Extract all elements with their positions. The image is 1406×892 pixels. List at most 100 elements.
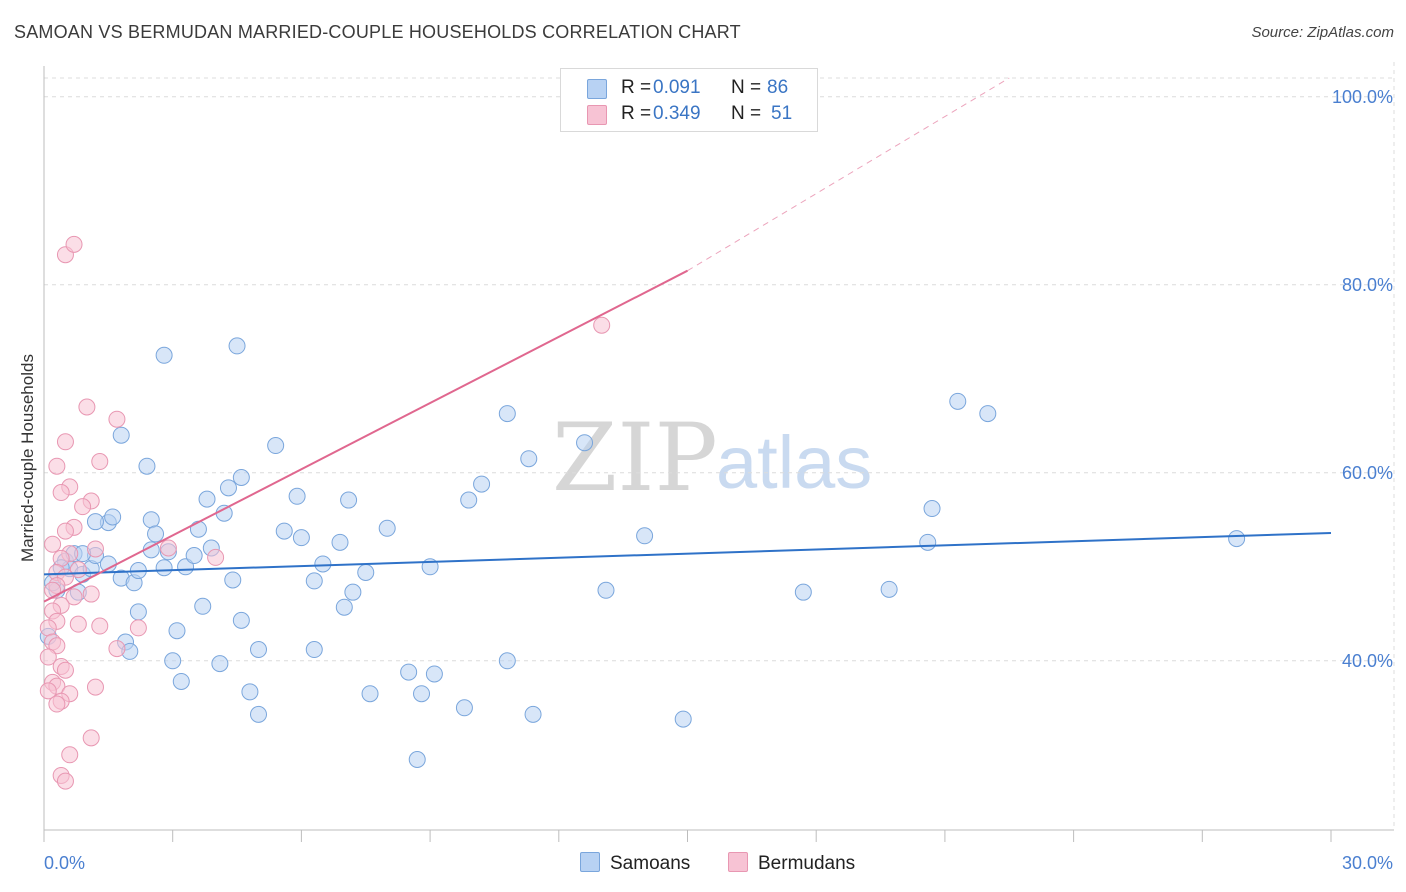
x-tick-label: 0.0% — [44, 853, 85, 873]
bottom-legend-swatch-bermudans — [728, 852, 748, 872]
watermark-atlas: atlas — [716, 421, 872, 504]
point-bermudans — [74, 498, 92, 516]
trend-line-samoans — [43, 531, 1332, 576]
point-samoans — [498, 652, 516, 670]
legend-n-value: 51 — [771, 103, 793, 124]
point-samoans — [498, 405, 516, 423]
point-bermudans — [44, 581, 62, 599]
point-samoans — [168, 622, 186, 640]
point-samoans — [232, 611, 250, 629]
point-samoans — [305, 641, 323, 659]
point-bermudans — [52, 484, 70, 502]
point-samoans — [880, 580, 898, 598]
point-bermudans — [159, 539, 177, 557]
point-bermudans — [39, 648, 57, 666]
point-samoans — [228, 337, 246, 355]
point-samoans — [378, 519, 396, 537]
point-samoans — [636, 527, 654, 545]
point-samoans — [189, 520, 207, 538]
point-bermudans — [593, 316, 611, 334]
legend-r-value: 0.349 — [653, 103, 701, 124]
point-samoans — [305, 572, 323, 590]
x-tick-label: 30.0% — [1342, 853, 1393, 873]
legend-n-label: N = — [731, 103, 762, 124]
point-samoans — [597, 581, 615, 599]
legend-swatch-samoans — [587, 79, 607, 99]
point-samoans — [288, 487, 306, 505]
point-bermudans — [69, 615, 87, 633]
point-samoans — [919, 533, 937, 551]
point-samoans — [198, 490, 216, 508]
point-samoans — [520, 450, 538, 468]
point-samoans — [142, 511, 160, 529]
point-bermudans — [48, 637, 66, 655]
source-label: Source: ZipAtlas.com — [1251, 24, 1394, 41]
point-bermudans — [65, 235, 83, 253]
legend-row-samoans: R = 0.091 N = 86 — [561, 77, 817, 101]
point-samoans — [674, 710, 692, 728]
point-samoans — [979, 405, 997, 423]
point-samoans — [576, 434, 594, 452]
point-samoans — [155, 559, 173, 577]
point-samoans — [455, 699, 473, 717]
point-samoans — [524, 705, 542, 723]
point-bermudans — [48, 457, 66, 475]
bottom-legend-bermudans: Bermudans — [728, 852, 855, 875]
point-samoans — [357, 563, 375, 581]
legend-n-label: N = — [731, 77, 762, 98]
legend-r-value: 0.091 — [653, 77, 701, 98]
legend-r-label: R = — [621, 103, 652, 124]
legend-swatch-bermudans — [587, 105, 607, 125]
point-samoans — [219, 479, 237, 497]
legend-r-label: R = — [621, 77, 652, 98]
point-bermudans — [56, 522, 74, 540]
point-samoans — [112, 426, 130, 444]
tick-labels: 40.0% 60.0% 80.0% 100.0% 0.0% 30.0% — [44, 87, 1393, 873]
point-bermudans — [82, 585, 100, 603]
point-bermudans — [86, 540, 104, 558]
legend-row-bermudans: R = 0.349 N = 51 — [561, 103, 817, 127]
point-bermudans — [39, 682, 57, 700]
legend-box: R = 0.091 N = 86 R = 0.349 N = 51 — [560, 68, 818, 132]
point-samoans — [104, 508, 122, 526]
point-samoans — [314, 555, 332, 573]
point-samoans — [86, 513, 104, 531]
point-samoans — [250, 641, 267, 659]
point-bermudans — [108, 640, 126, 658]
y-tick-label: 60.0% — [1342, 463, 1393, 483]
point-samoans — [425, 665, 443, 683]
y-tick-label: 100.0% — [1332, 87, 1393, 107]
trend-lines — [43, 77, 1332, 603]
point-samoans — [215, 504, 233, 522]
point-samoans — [138, 457, 156, 475]
watermark-zip: ZIP — [552, 404, 718, 513]
point-samoans — [331, 533, 349, 551]
point-bermudans — [82, 729, 100, 747]
point-bermudans — [207, 548, 225, 566]
point-samoans — [460, 491, 478, 509]
point-samoans — [344, 583, 362, 601]
chart-title: SAMOAN VS BERMUDAN MARRIED-COUPLE HOUSEH… — [14, 22, 741, 42]
point-bermudans — [108, 410, 126, 428]
point-samoans — [185, 547, 203, 565]
data-points — [39, 235, 1246, 790]
point-samoans — [340, 491, 358, 509]
point-bermudans — [56, 772, 74, 790]
point-bermudans — [91, 617, 109, 635]
point-samoans — [211, 655, 229, 673]
point-samoans — [250, 705, 267, 723]
point-samoans — [232, 469, 250, 486]
point-bermudans — [52, 549, 70, 567]
point-samoans — [473, 475, 491, 493]
point-samoans — [129, 603, 147, 621]
point-bermudans — [44, 535, 62, 553]
y-tick-label: 80.0% — [1342, 275, 1393, 295]
point-bermudans — [129, 619, 147, 637]
legend-n-value: 86 — [767, 77, 789, 98]
point-samoans — [794, 583, 812, 601]
point-samoans — [267, 437, 285, 455]
point-samoans — [923, 500, 941, 518]
point-samoans — [224, 571, 242, 589]
point-samoans — [275, 522, 293, 540]
bottom-legend-swatch-samoans — [580, 852, 600, 872]
